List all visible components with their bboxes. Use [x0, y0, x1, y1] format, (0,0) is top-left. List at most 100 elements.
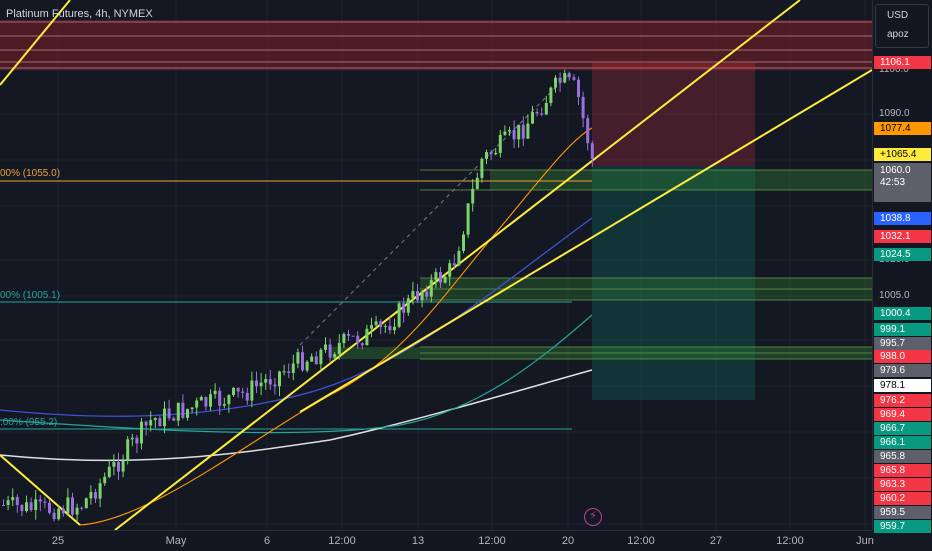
candle: [149, 420, 153, 426]
user-label: apoz: [887, 29, 909, 40]
candle: [370, 325, 373, 329]
currency-label: USD: [887, 10, 909, 21]
candle: [268, 379, 272, 385]
candle: [310, 356, 314, 362]
candle: [296, 352, 300, 364]
candle: [144, 421, 148, 426]
candle: [29, 502, 33, 511]
candle: [43, 501, 47, 503]
current-price: 1060.0: [880, 165, 911, 176]
chart-canvas[interactable]: [0, 0, 872, 530]
candle: [397, 303, 401, 327]
candle: [457, 250, 461, 266]
candle: [181, 402, 185, 418]
candle: [517, 124, 521, 140]
support-zone: [490, 170, 872, 190]
candle: [531, 112, 534, 124]
price-tag: 965.8: [874, 464, 931, 477]
candle: [526, 123, 530, 139]
candle: [80, 507, 84, 509]
candle: [11, 497, 15, 501]
price-tick: 1005.0: [879, 290, 910, 301]
candle: [112, 461, 116, 467]
price-tag: +1065.4: [874, 148, 931, 161]
candle: [222, 404, 226, 406]
candle: [121, 460, 125, 472]
candle: [227, 395, 231, 405]
chart-title: Platinum Futures, 4h, NYMEX: [6, 8, 153, 20]
lightning-icon[interactable]: ⚡: [584, 508, 602, 526]
trendline: [299, 69, 872, 413]
candle: [328, 344, 332, 358]
time-tick: 13: [411, 535, 425, 547]
candle: [232, 387, 235, 396]
time-axis[interactable]: 25 May 6 12:00 13 12:00 20 12:00 27 12:00 Jun: [0, 530, 874, 551]
price-tick: 1090.0: [879, 108, 910, 119]
candle: [204, 397, 208, 407]
risk-zone: [592, 63, 755, 166]
candle: [567, 73, 571, 78]
candle: [218, 390, 222, 406]
candle: [554, 77, 557, 88]
currency-selector[interactable]: USD apoz: [875, 4, 929, 48]
candle: [439, 272, 442, 283]
candle: [38, 499, 42, 502]
candle: [98, 483, 102, 499]
ma-teal: [0, 314, 593, 434]
candle: [103, 476, 107, 484]
candle: [365, 328, 369, 346]
candle: [66, 497, 70, 514]
price-tick: 1100.0: [879, 64, 909, 75]
price-tag: 979.6: [874, 364, 931, 377]
price-tag: 959.5: [874, 506, 931, 519]
candle: [314, 356, 318, 365]
candle: [2, 505, 5, 506]
candle: [586, 118, 590, 144]
candle: [107, 466, 111, 477]
candle: [512, 129, 516, 140]
current-price-tag: 1060.0 42:53: [874, 163, 931, 199]
candle: [503, 131, 507, 135]
candle: [282, 371, 286, 373]
candle: [25, 502, 28, 512]
candle: [163, 408, 166, 427]
time-tick: 12:00: [478, 535, 506, 547]
candle: [379, 321, 383, 327]
candle: [383, 326, 387, 328]
candle: [278, 371, 281, 387]
price-tag: 1038.8: [874, 212, 931, 225]
candle: [581, 96, 585, 119]
fib-level-label: 00% (1055.0): [0, 168, 61, 179]
candle: [347, 333, 350, 336]
candle: [406, 298, 410, 313]
candle: [475, 177, 479, 189]
candle: [466, 203, 470, 235]
candle: [324, 344, 327, 350]
price-tag: 959.7: [874, 520, 931, 533]
price-tag: 965.8: [874, 450, 931, 463]
time-tick: 12:00: [328, 535, 356, 547]
price-axis[interactable]: 1100.01090.01020.01005.01106.11077.4+106…: [872, 0, 932, 533]
candle: [374, 321, 378, 326]
candle: [241, 391, 245, 393]
chart-plot-area[interactable]: Platinum Futures, 4h, NYMEX 00% (1055.0)…: [0, 0, 872, 530]
fib-level-label: .00% (955.2): [0, 417, 58, 428]
candle: [190, 407, 194, 410]
candle: [52, 512, 56, 520]
candle: [337, 343, 341, 354]
candle: [434, 272, 438, 280]
candle: [213, 390, 217, 395]
candle: [259, 382, 263, 387]
candle: [140, 421, 143, 444]
trendline: [0, 454, 81, 526]
bar-countdown: 42:53: [880, 177, 906, 188]
candle: [236, 387, 240, 392]
candle: [305, 361, 309, 371]
candle: [544, 102, 548, 115]
candle: [508, 129, 511, 132]
time-tick: 12:00: [776, 535, 804, 547]
candle: [135, 437, 139, 444]
candle: [480, 158, 484, 178]
price-tag: 963.3: [874, 478, 931, 491]
candle: [489, 152, 493, 155]
